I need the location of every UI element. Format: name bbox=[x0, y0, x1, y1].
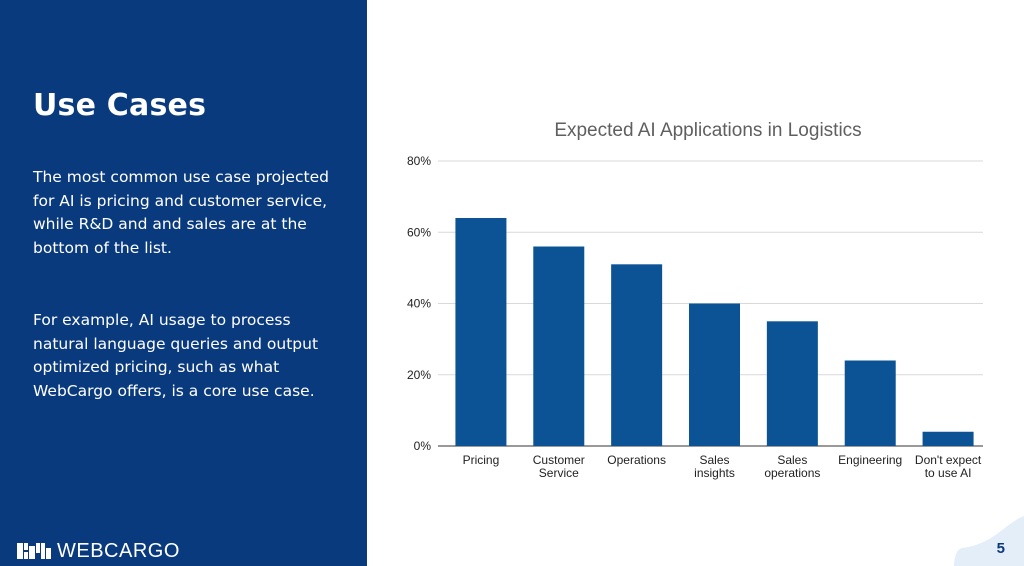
bar-chart: Expected AI Applications in Logistics 0%… bbox=[407, 120, 983, 480]
bar bbox=[611, 264, 663, 446]
bar bbox=[455, 218, 507, 446]
y-tick-label: 80% bbox=[407, 154, 431, 168]
left-panel: Use Cases The most common use case proje… bbox=[0, 0, 367, 566]
x-tick-label: Sales operations bbox=[764, 453, 820, 480]
y-tick-label: 60% bbox=[407, 225, 431, 239]
y-tick-label: 20% bbox=[407, 368, 431, 382]
x-tick-label: Don't expect to use AI bbox=[915, 453, 982, 480]
bar bbox=[766, 321, 818, 446]
x-tick-label: Operations bbox=[607, 453, 666, 467]
corner-wave-decoration bbox=[954, 516, 1024, 566]
bar bbox=[689, 303, 740, 446]
example-paragraph: For example, AI usage to process natural… bbox=[33, 311, 319, 400]
brand-logo: WEBCARGO bbox=[17, 540, 180, 562]
page-number: 5 bbox=[996, 540, 1005, 557]
x-tick-label: Pricing bbox=[463, 453, 500, 467]
x-tick-label: Sales insights bbox=[694, 453, 735, 480]
bar bbox=[844, 360, 896, 446]
intro-paragraph: The most common use case projected for A… bbox=[33, 168, 329, 257]
y-tick-label: 0% bbox=[414, 439, 432, 453]
y-tick-label: 40% bbox=[407, 297, 431, 311]
chart-title: Expected AI Applications in Logistics bbox=[554, 120, 861, 141]
webcargo-logo-icon bbox=[17, 543, 51, 559]
bar bbox=[922, 431, 974, 446]
brand-name: WEBCARGO bbox=[57, 539, 180, 562]
slide-title: Use Cases bbox=[33, 88, 207, 123]
bar bbox=[533, 246, 585, 446]
x-tick-label: Customer Service bbox=[533, 453, 585, 480]
x-tick-label: Engineering bbox=[838, 453, 902, 467]
